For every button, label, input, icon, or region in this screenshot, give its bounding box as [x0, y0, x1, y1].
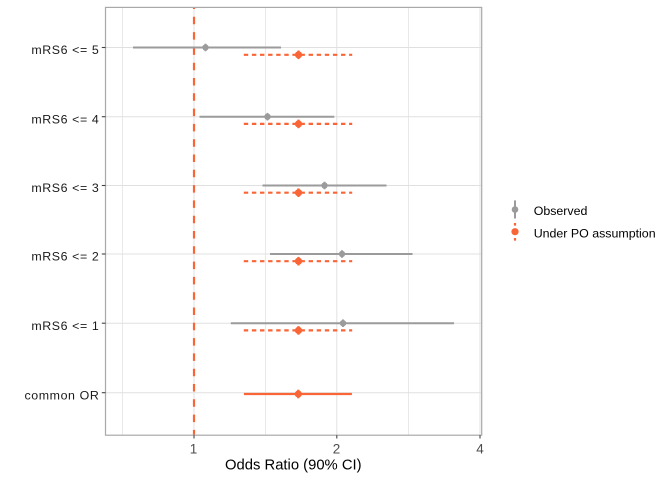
svg-text:mRS6 <= 1: mRS6 <= 1 [31, 319, 99, 333]
svg-text:Under PO assumption: Under PO assumption [534, 227, 656, 241]
svg-text:mRS6 <= 5: mRS6 <= 5 [31, 43, 99, 57]
svg-text:4: 4 [476, 442, 484, 457]
svg-text:mRS6 <= 4: mRS6 <= 4 [31, 112, 99, 126]
svg-text:Observed: Observed [534, 204, 588, 218]
svg-text:mRS6 <= 2: mRS6 <= 2 [31, 250, 99, 264]
svg-text:1: 1 [190, 442, 198, 457]
svg-text:2: 2 [333, 442, 341, 457]
svg-text:mRS6 <= 3: mRS6 <= 3 [31, 181, 99, 195]
svg-text:common OR: common OR [24, 388, 99, 402]
svg-text:Odds Ratio (90% CI): Odds Ratio (90% CI) [225, 457, 362, 473]
